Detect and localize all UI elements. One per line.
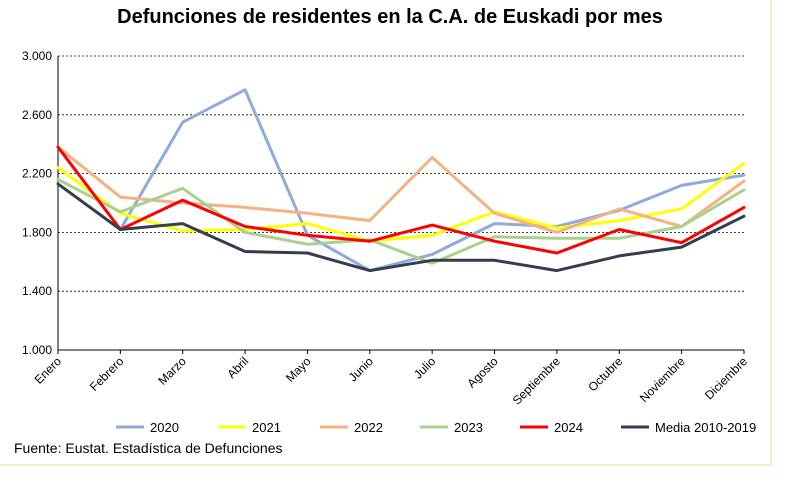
x-tick-label: Abril [224,354,251,381]
legend: 2020 2021 2022 2023 2024 Media 2010-2019 [116,420,756,435]
x-tick-label: Noviembre [637,354,688,405]
legend-label: 2023 [454,420,483,435]
series-line-2023 [56,178,746,265]
series-line-2022 [56,145,746,234]
y-tick-label: 2.600 [22,108,52,122]
y-tick-label: 1.400 [22,284,52,298]
x-tick-label: Marzo [155,354,189,388]
series-line-2021 [56,161,746,243]
x-tick-label: Agosto [464,354,501,391]
y-tick-label: 1.800 [22,225,52,239]
legend-label: Media 2010-2019 [655,420,756,435]
legend-label: 2021 [252,420,281,435]
x-tick-label: Octubre [585,354,625,394]
series-lines [56,88,746,273]
grid-lines [58,55,744,292]
chart-title: Defunciones de residentes en la C.A. de … [117,6,663,28]
x-tick-label: Mayo [283,354,314,385]
x-tick-label: Junio [346,354,376,384]
x-tick-label: Julio [411,354,439,382]
x-tick-label: Enero [32,354,65,387]
series-line-2020 [56,88,746,273]
chart-frame [0,0,772,466]
legend-label: 2024 [554,420,583,435]
legend-label: 2020 [150,420,179,435]
y-tick-label: 2.200 [22,167,52,181]
series-line-2024 [56,145,746,255]
legend-label: 2022 [354,420,383,435]
x-tick-label: Septiembre [510,354,564,408]
y-tick-label: 3.000 [22,49,52,63]
y-tick-label: 1.000 [22,343,52,357]
source-note: Fuente: Eustat. Estadística de Defuncion… [14,440,283,456]
series-line-media-2010-2019 [56,182,746,273]
x-tick-label: Febrero [87,354,127,394]
x-tick-label: Diciembre [702,354,750,402]
